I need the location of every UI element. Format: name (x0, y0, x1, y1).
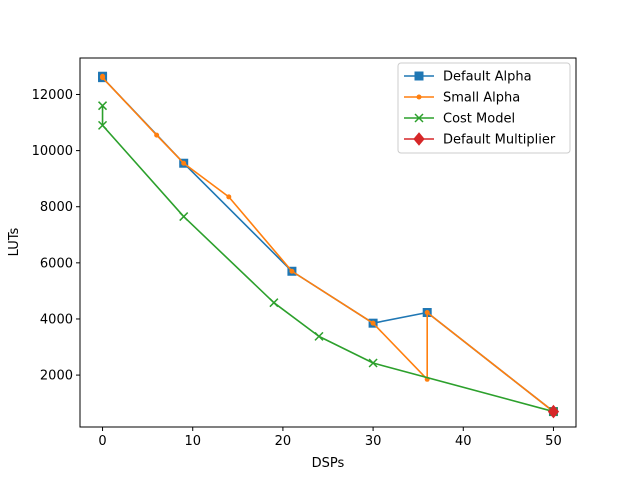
cost-model-point (314, 331, 324, 341)
legend-swatch-marker-stroke-b (414, 113, 424, 123)
cost-model-point (179, 212, 189, 222)
y-tick-label: 10000 (32, 144, 73, 159)
x-axis: 0 10 20 30 40 50 (98, 427, 562, 449)
plot-area (98, 71, 560, 419)
x-tick-label: 10 (184, 434, 201, 449)
small-alpha-point (289, 268, 295, 274)
legend-item-cost-model: Cost Model (404, 112, 515, 127)
small-alpha-point (370, 320, 376, 326)
legend-swatch-marker (414, 71, 424, 81)
cost-model-point-stroke-b (368, 358, 378, 368)
y-tick-label: 6000 (40, 256, 73, 271)
small-alpha-point (424, 310, 430, 316)
small-alpha-point (154, 132, 160, 138)
x-tick-label: 30 (365, 434, 382, 449)
x-tick-label: 40 (455, 434, 472, 449)
legend-item-default-alpha: Default Alpha (404, 70, 532, 85)
legend-item-small-alpha: Small Alpha (404, 91, 520, 106)
cost-model-point (98, 120, 108, 130)
cost-model-point-stroke-b (98, 101, 108, 111)
small-alpha-point (100, 75, 106, 81)
x-tick-label: 0 (98, 434, 106, 449)
y-axis-label: LUTs (7, 227, 22, 256)
legend-frame (397, 62, 571, 154)
small-alpha-point (226, 194, 232, 200)
cost-model-point (98, 101, 108, 111)
x-tick-label: 50 (545, 434, 562, 449)
legend-label: Small Alpha (443, 91, 520, 106)
axes-frame (79, 57, 577, 428)
y-tick-label: 2000 (40, 369, 73, 384)
legend-label: Default Multiplier (443, 133, 556, 148)
cost-model-point-stroke-b (269, 298, 279, 308)
y-tick-label: 4000 (40, 312, 73, 327)
cost-model-point-stroke-b (314, 331, 324, 341)
cost-model-point (368, 358, 378, 368)
x-tick-label: 20 (275, 434, 292, 449)
legend: Default Alpha Small Alpha Cost Model Defaul… (397, 62, 571, 154)
y-tick-label: 12000 (32, 88, 73, 103)
legend-item-default-multiplier: Default Multiplier (404, 132, 556, 148)
legend-label: Cost Model (443, 112, 515, 127)
legend-swatch-marker (414, 113, 424, 123)
y-tick-label: 8000 (40, 200, 73, 215)
legend-swatch-marker (416, 94, 422, 100)
small-alpha-line (101, 76, 554, 413)
small-alpha-point (181, 160, 187, 166)
legend-label: Default Alpha (443, 70, 532, 85)
y-axis: 2000 4000 6000 8000 10000 12000 (32, 88, 80, 384)
default-multiplier-series (547, 404, 560, 419)
cost-model-point-stroke-b (179, 212, 189, 222)
cost-model-point-stroke-b (98, 120, 108, 130)
default-multiplier-point (547, 404, 560, 419)
legend-swatch-marker (413, 132, 425, 146)
cost-model-point (269, 298, 279, 308)
x-axis-label: DSPs (312, 456, 345, 471)
